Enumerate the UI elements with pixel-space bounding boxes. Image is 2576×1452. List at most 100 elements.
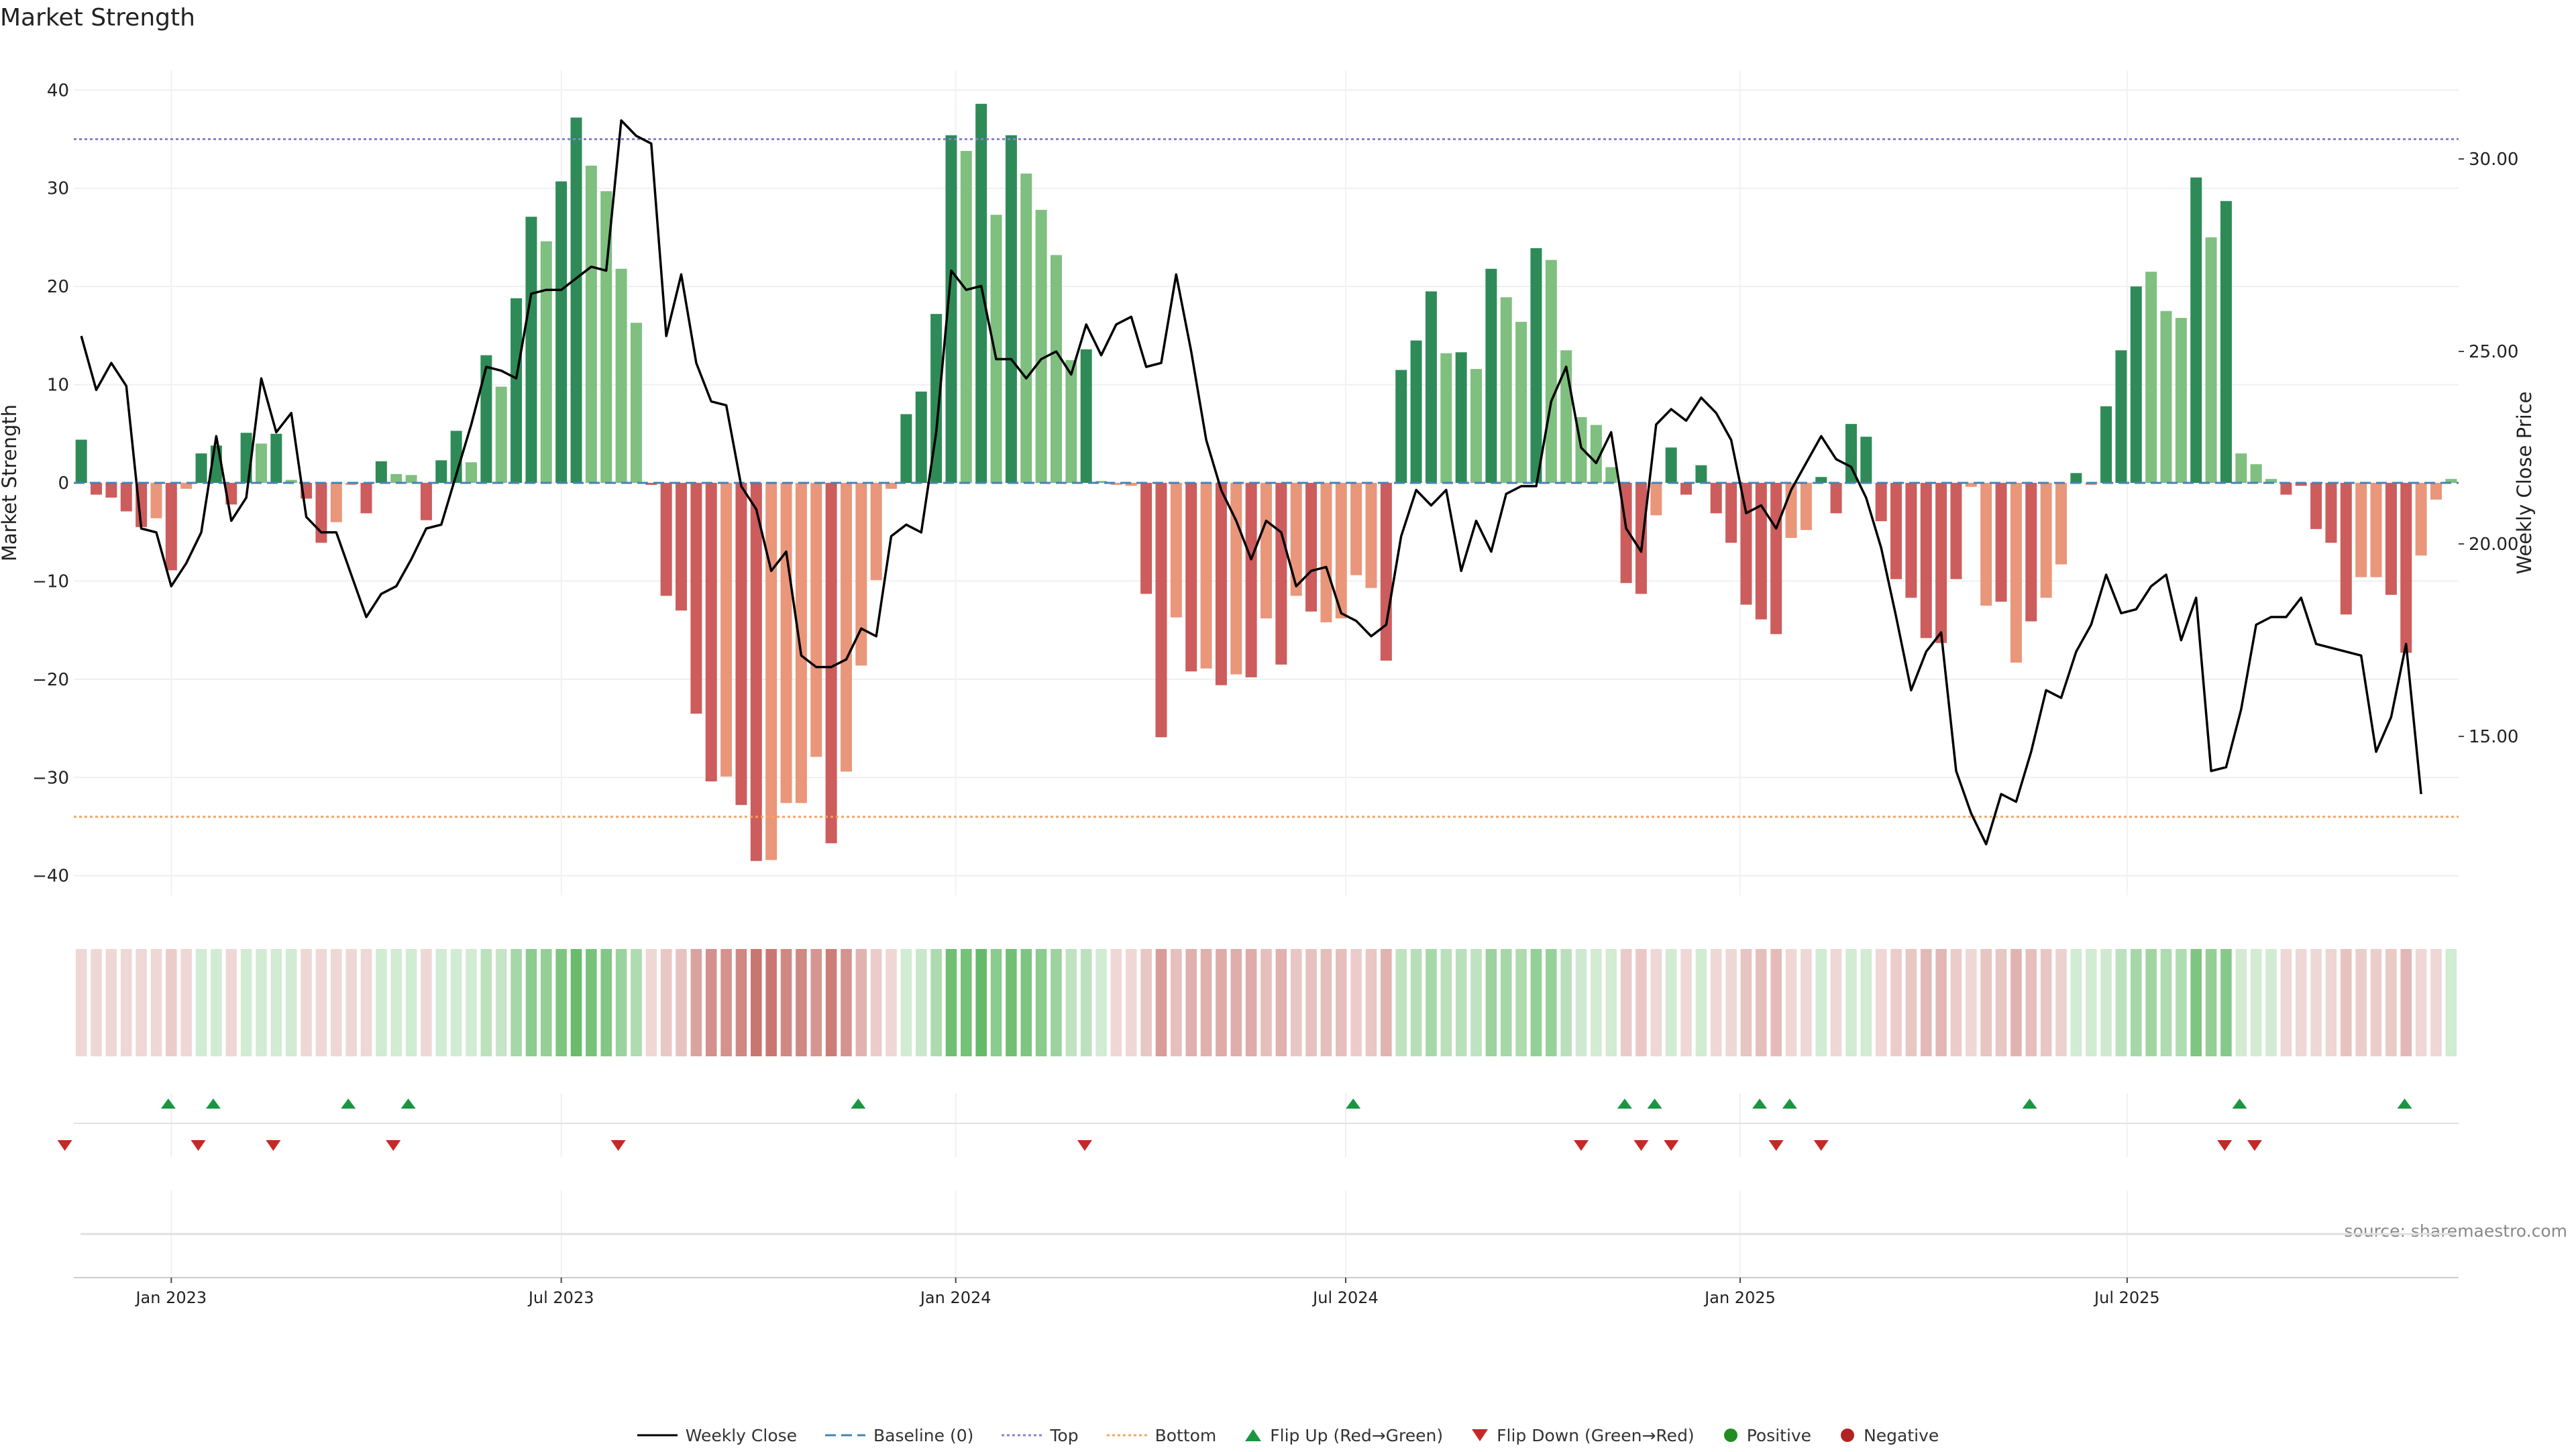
strength-bar	[2415, 483, 2427, 556]
strength-bar	[75, 439, 87, 483]
strength-bar	[600, 191, 612, 483]
strength-bar	[1845, 424, 1857, 483]
color-band-cell	[1770, 949, 1782, 1056]
strength-bar	[525, 217, 537, 483]
legend-label-flip-down: Flip Down (Green→Red)	[1497, 1425, 1695, 1445]
strength-bar	[930, 314, 943, 483]
color-band-cell	[2055, 949, 2067, 1056]
color-band-cell	[1440, 949, 1452, 1056]
color-band-cell	[570, 949, 582, 1056]
color-band-cell	[1500, 949, 1512, 1056]
strength-bar	[2370, 483, 2382, 577]
color-band-cell	[2100, 949, 2112, 1056]
strength-bar	[511, 298, 523, 483]
color-band-cell	[2280, 949, 2292, 1056]
color-band-cell	[586, 949, 597, 1056]
color-band-cell	[211, 949, 222, 1056]
color-band-cell	[1485, 949, 1497, 1056]
strength-bar	[1935, 483, 1947, 643]
legend-label-positive: Positive	[1746, 1425, 1812, 1445]
strength-bar	[360, 483, 372, 514]
color-band-cell	[1381, 949, 1392, 1056]
flip-up-marker	[2022, 1099, 2037, 1109]
color-band-cell	[1095, 949, 1107, 1056]
strength-bar	[615, 268, 627, 483]
flip-down-marker	[1077, 1140, 1092, 1151]
color-band-cell	[466, 949, 477, 1056]
strength-bar	[2130, 286, 2142, 483]
strength-bar	[1755, 483, 1767, 620]
flip-up-marker	[1617, 1099, 1632, 1109]
strength-bar	[1200, 483, 1212, 669]
strength-bar	[2325, 483, 2337, 543]
color-band-cell	[2385, 949, 2397, 1056]
strength-bar	[150, 483, 162, 518]
color-band-cell	[511, 949, 522, 1056]
chart-title: Market Strength	[0, 4, 195, 32]
color-band-cell	[1725, 949, 1737, 1056]
strength-bar	[2040, 483, 2052, 598]
legend-label-negative: Negative	[1864, 1425, 1939, 1445]
y-tick-label: 30	[47, 179, 69, 199]
y-tick-label: 10	[47, 376, 69, 396]
strength-bar	[1005, 135, 1017, 484]
color-band-cell	[1890, 949, 1902, 1056]
color-band-cell	[2295, 949, 2307, 1056]
color-band-cell	[1426, 949, 1437, 1056]
color-band-cell	[870, 949, 882, 1056]
legend-label-top: Top	[1050, 1425, 1079, 1445]
color-band-cell	[885, 949, 897, 1056]
color-band-cell	[1966, 949, 1977, 1056]
color-band-cell	[2131, 949, 2142, 1056]
color-band-cell	[1275, 949, 1287, 1056]
strength-bar	[1860, 437, 1872, 483]
color-band-cell	[2205, 949, 2217, 1056]
color-band-cell	[1801, 949, 1812, 1056]
strength-bar	[780, 483, 792, 803]
strength-bar	[630, 323, 642, 483]
color-band-cell	[841, 949, 852, 1056]
strength-bar	[2175, 318, 2187, 483]
strength-bar	[840, 483, 852, 772]
x-tick-label: Jul 2023	[527, 1288, 594, 1307]
color-band-cell	[270, 949, 282, 1056]
flip-up-marker	[2232, 1099, 2247, 1109]
strength-bar	[1020, 173, 1032, 483]
strength-bar	[435, 460, 447, 483]
legend-dashed-line-icon	[825, 1434, 866, 1437]
color-band-cell	[2265, 949, 2277, 1056]
strength-bar	[1605, 467, 1617, 483]
strength-bar	[2145, 272, 2157, 483]
color-band-cell	[1051, 949, 1062, 1056]
strength-bar	[1305, 483, 1318, 612]
strength-bar	[285, 480, 297, 483]
strength-bar	[1125, 483, 1137, 486]
y-tick-label: 40	[47, 80, 69, 101]
color-band-cell	[105, 949, 117, 1056]
color-band-cell	[1695, 949, 1707, 1056]
strength-bar	[1335, 483, 1347, 619]
color-band-cell	[1140, 949, 1152, 1056]
color-band-cell	[1336, 949, 1347, 1056]
strength-bar	[960, 151, 972, 484]
strength-bar	[1050, 255, 1062, 483]
color-band-cell	[2070, 949, 2082, 1056]
strength-bar	[2100, 406, 2112, 483]
strength-bar	[2355, 483, 2367, 577]
color-band-cell	[1035, 949, 1047, 1056]
strength-bar	[2220, 201, 2232, 483]
color-band-cell	[1756, 949, 1767, 1056]
color-band-cell	[676, 949, 687, 1056]
legend-label-baseline: Baseline (0)	[873, 1425, 974, 1445]
strength-bar	[1095, 481, 1108, 483]
strength-bar	[1155, 483, 1167, 738]
color-band-cell	[1200, 949, 1212, 1056]
strength-bar	[1545, 260, 1557, 483]
strength-bar	[450, 431, 462, 483]
flip-down-marker	[1813, 1140, 1829, 1151]
color-band-cell	[1980, 949, 1992, 1056]
color-band-cell	[2190, 949, 2202, 1056]
legend-dotted-line-icon	[1106, 1434, 1147, 1437]
strength-bar	[1680, 483, 1693, 495]
